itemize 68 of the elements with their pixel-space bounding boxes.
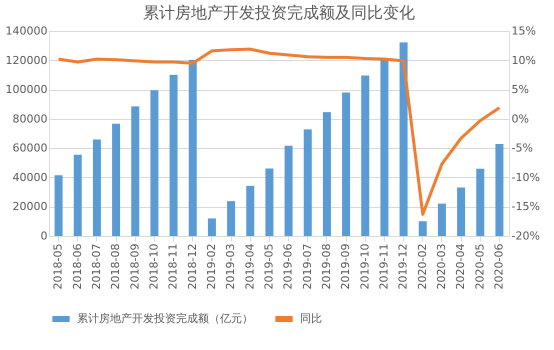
x-tick-label: 2019-12 bbox=[396, 244, 410, 290]
y2-tick-label: 15% bbox=[512, 24, 536, 38]
y-tick-label: 100000 bbox=[6, 83, 48, 96]
bar bbox=[92, 140, 101, 236]
line-series bbox=[57, 48, 501, 216]
x-tick-label: 2018-12 bbox=[186, 244, 199, 290]
x-tick-label: 2018-06 bbox=[70, 244, 84, 290]
x-tick-label: 2020-03 bbox=[434, 244, 448, 290]
y-tick-label: 80000 bbox=[12, 112, 48, 126]
bar bbox=[438, 204, 446, 236]
bar bbox=[476, 168, 484, 236]
x-tick-label: 2019-04 bbox=[243, 244, 256, 290]
bar bbox=[74, 154, 82, 236]
bar bbox=[418, 221, 427, 236]
y2-tick-label: 10% bbox=[512, 54, 536, 67]
bar bbox=[131, 106, 140, 236]
x-tick-label: 2020-05 bbox=[473, 244, 486, 290]
x-tick-label: 2019-02 bbox=[204, 244, 218, 290]
x-tick-label: 2018-08 bbox=[109, 244, 122, 290]
x-tick-label: 2019-07 bbox=[300, 244, 314, 290]
x-tick-label: 2020-04 bbox=[454, 244, 468, 290]
x-tick-label: 2019-03 bbox=[224, 244, 238, 290]
bar bbox=[457, 188, 466, 236]
bar bbox=[150, 90, 158, 236]
bar bbox=[361, 76, 370, 236]
x-tick-label: 2019-09 bbox=[339, 244, 352, 290]
x-tick-label: 2018-05 bbox=[52, 244, 65, 290]
bar bbox=[188, 60, 197, 236]
x-tick-label: 2019-05 bbox=[262, 244, 276, 290]
y2-tick-label: -20% bbox=[512, 230, 540, 242]
y2-tick-label: -5% bbox=[512, 142, 533, 155]
bar bbox=[342, 92, 350, 236]
y-tick-label: 40000 bbox=[12, 170, 48, 184]
bar bbox=[54, 175, 63, 236]
y-tick-label: 120000 bbox=[6, 54, 48, 67]
x-tick-label: 2020-06 bbox=[492, 244, 506, 290]
bar bbox=[208, 218, 216, 236]
x-tick-label: 2018-09 bbox=[128, 244, 142, 290]
x-tick-label: 2019-06 bbox=[282, 244, 295, 290]
chart-title: 累计房地产开发投资完成额及同比变化 bbox=[143, 3, 415, 22]
y-tick-label: 20000 bbox=[12, 200, 48, 214]
y2-tick-label: -15% bbox=[512, 200, 540, 214]
y-tick-label: 60000 bbox=[12, 142, 48, 155]
y2-tick-label: 0% bbox=[512, 112, 529, 126]
bar bbox=[284, 146, 293, 236]
y-tick-label: 0 bbox=[40, 230, 48, 242]
x-tick-label: 2018-10 bbox=[147, 244, 160, 290]
legend-label: 同比 bbox=[300, 312, 322, 325]
bar bbox=[246, 186, 254, 236]
bar bbox=[112, 124, 120, 236]
legend-label: 累计房地产开发投资完成额（亿元） bbox=[77, 312, 253, 325]
x-tick-label: 2019-11 bbox=[377, 244, 390, 290]
x-tick-label: 2019-10 bbox=[358, 244, 372, 290]
bar bbox=[380, 58, 388, 236]
bar bbox=[170, 74, 178, 236]
bar bbox=[265, 168, 274, 236]
y-tick-label: 140000 bbox=[6, 24, 48, 38]
bar bbox=[227, 201, 236, 236]
y2-tick-label: -10% bbox=[512, 170, 540, 184]
x-tick-label: 2019-08 bbox=[320, 244, 333, 290]
x-tick-label: 2020-02 bbox=[416, 244, 429, 290]
bar bbox=[495, 144, 504, 236]
bar bbox=[304, 129, 312, 236]
bar bbox=[322, 112, 331, 236]
x-tick-label: 2018-11 bbox=[166, 244, 180, 290]
y2-tick-label: 5% bbox=[512, 83, 529, 96]
x-tick-label: 2018-07 bbox=[90, 244, 103, 290]
bar bbox=[400, 42, 408, 236]
